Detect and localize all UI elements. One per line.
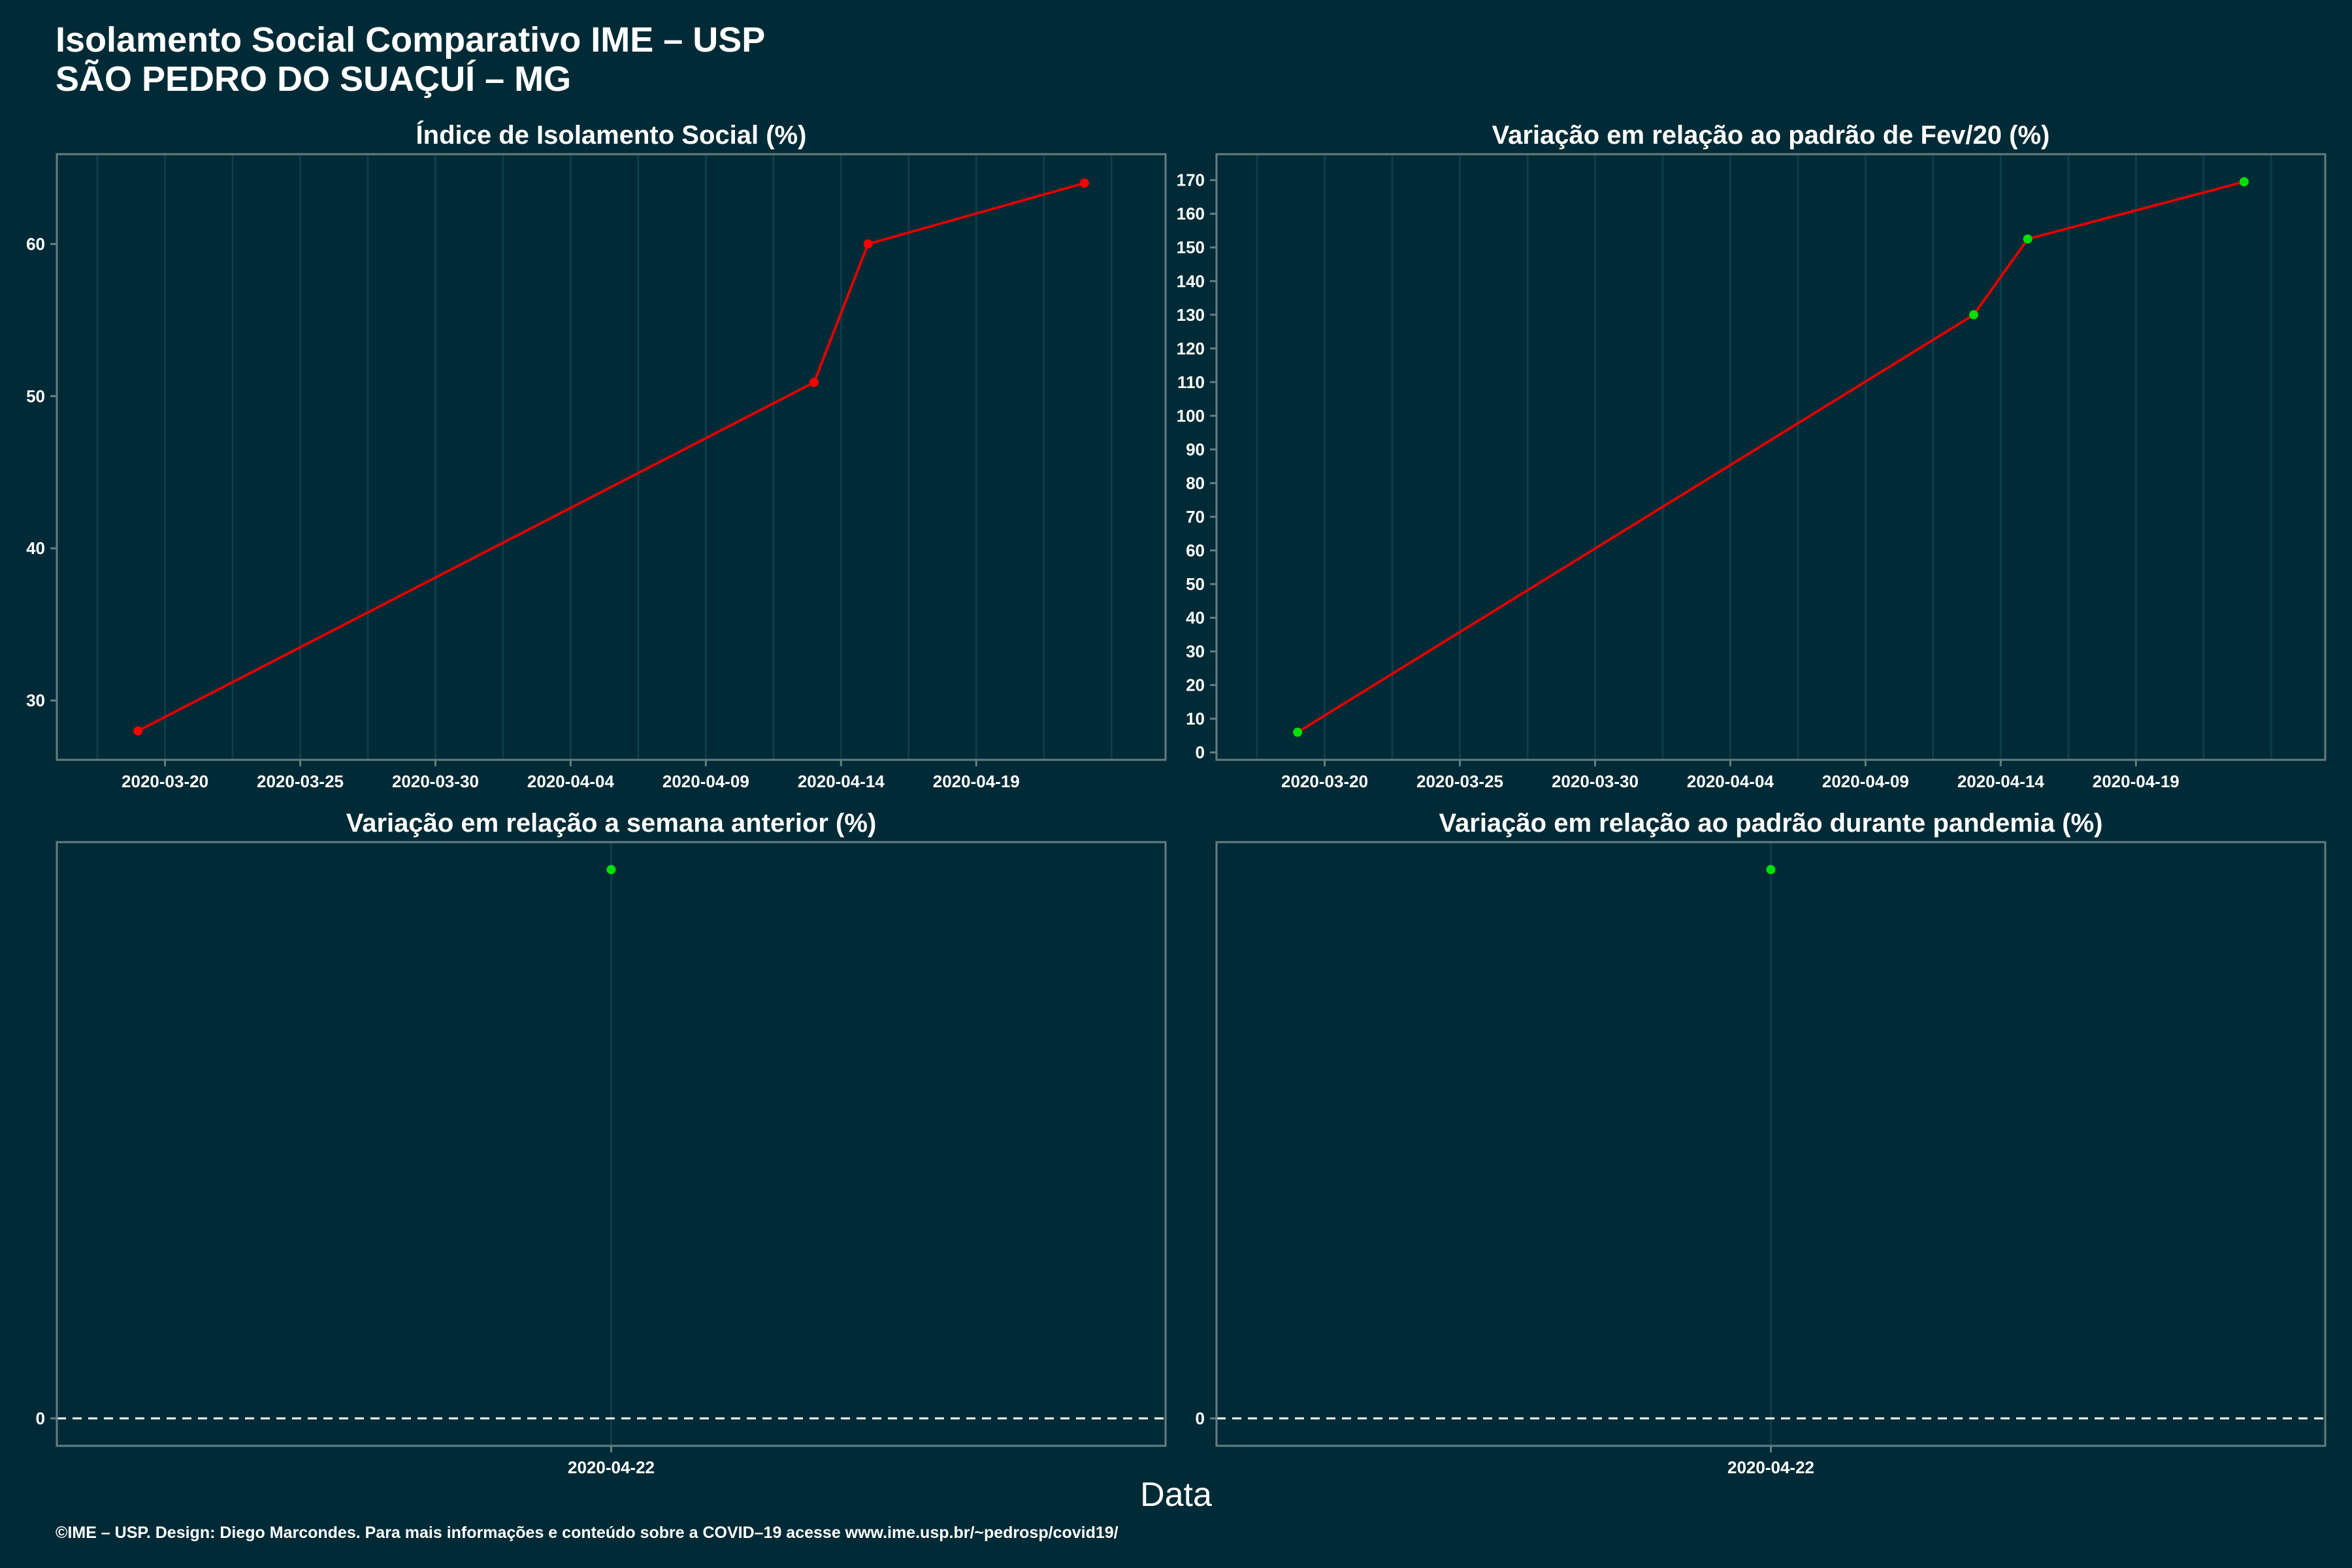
y-tick-label: 50	[26, 386, 45, 406]
chart-panel-1: Índice de Isolamento Social (%) 30 40 50 60 2…	[26, 120, 1167, 791]
data-point	[1079, 178, 1089, 188]
y-tick-label: 140	[1177, 271, 1205, 291]
y-tick-label: 50	[1186, 574, 1205, 594]
data-point	[1968, 310, 1978, 319]
x-tick-label: 2020-04-14	[1957, 772, 2045, 791]
x-tick-label: 2020-03-20	[1281, 772, 1368, 791]
data-point	[2023, 234, 2033, 244]
y-tick-label: 150	[1177, 238, 1205, 257]
y-tick-label: 90	[1186, 440, 1205, 459]
series-line	[1297, 180, 2245, 734]
y-tick-label: 0	[36, 1409, 45, 1428]
page-subtitle: SÃO PEDRO DO SUAÇUÍ – MG	[56, 59, 572, 99]
x-tick-label: 2020-04-19	[933, 772, 1020, 791]
x-tick-label: 2020-04-22	[1727, 1458, 1814, 1477]
y-tick-label: 40	[26, 538, 45, 558]
chart-panel-4: Variação em relação ao padrão durante pa…	[1196, 809, 2327, 1477]
shared-x-axis-label: Data	[1140, 1476, 1212, 1514]
y-tick-label: 30	[1186, 642, 1205, 661]
y-tick-label: 10	[1186, 709, 1205, 728]
x-tick-label: 2020-04-14	[798, 772, 885, 791]
data-point	[133, 726, 143, 736]
data-point	[1766, 865, 1776, 874]
x-tick-label: 2020-04-09	[662, 772, 749, 791]
y-tick-label: 0	[1196, 1409, 1205, 1428]
data-point	[809, 378, 819, 387]
y-tick-label: 60	[1186, 540, 1205, 560]
y-tick-label: 30	[26, 691, 45, 710]
panel-border	[56, 153, 1167, 761]
series-line	[137, 182, 1085, 732]
data-point	[606, 865, 616, 874]
y-tick-label: 130	[1177, 305, 1205, 325]
data-point	[863, 239, 873, 249]
x-tick-label: 2020-03-30	[392, 772, 479, 791]
x-tick-label: 2020-04-04	[527, 772, 615, 791]
y-tick-label: 40	[1186, 608, 1205, 628]
chart-title: Variação em relação ao padrão durante pa…	[1439, 809, 2103, 838]
y-tick-label: 80	[1186, 473, 1205, 493]
data-point	[2239, 177, 2249, 187]
x-tick-label: 2020-03-25	[1416, 772, 1503, 791]
y-tick-label: 110	[1177, 372, 1205, 392]
panel-border	[1215, 153, 2327, 761]
x-tick-label: 2020-03-20	[122, 772, 208, 791]
chart-title: Variação em relação ao padrão de Fev/20 …	[1492, 121, 2050, 150]
y-tick-label: 100	[1177, 406, 1205, 425]
y-tick-label: 70	[1186, 507, 1205, 527]
x-tick-label: 2020-03-25	[257, 772, 344, 791]
x-tick-label: 2020-04-22	[568, 1458, 655, 1477]
x-tick-label: 2020-04-04	[1687, 772, 1774, 791]
y-tick-label: 0	[1196, 743, 1205, 762]
y-tick-label: 20	[1186, 676, 1205, 695]
y-tick-label: 160	[1177, 204, 1205, 223]
x-tick-label: 2020-03-30	[1552, 772, 1639, 791]
chart-title: Índice de Isolamento Social (%)	[416, 120, 807, 150]
y-tick-label: 60	[26, 234, 45, 253]
chart-title: Variação em relação a semana anterior (%…	[346, 809, 877, 838]
chart-panel-3: Variação em relação a semana anterior (%…	[36, 809, 1167, 1477]
x-tick-label: 2020-04-19	[2093, 772, 2180, 791]
y-tick-label: 120	[1177, 338, 1205, 358]
page-title: Isolamento Social Comparativo IME – USP	[56, 20, 766, 59]
data-point	[1293, 727, 1303, 737]
chart-panel-2: Variação em relação ao padrão de Fev/20 …	[1177, 121, 2327, 791]
x-tick-label: 2020-04-09	[1822, 772, 1909, 791]
y-tick-label: 170	[1177, 171, 1205, 190]
footer-caption: ©IME – USP. Design: Diego Marcondes. Par…	[56, 1524, 1119, 1542]
